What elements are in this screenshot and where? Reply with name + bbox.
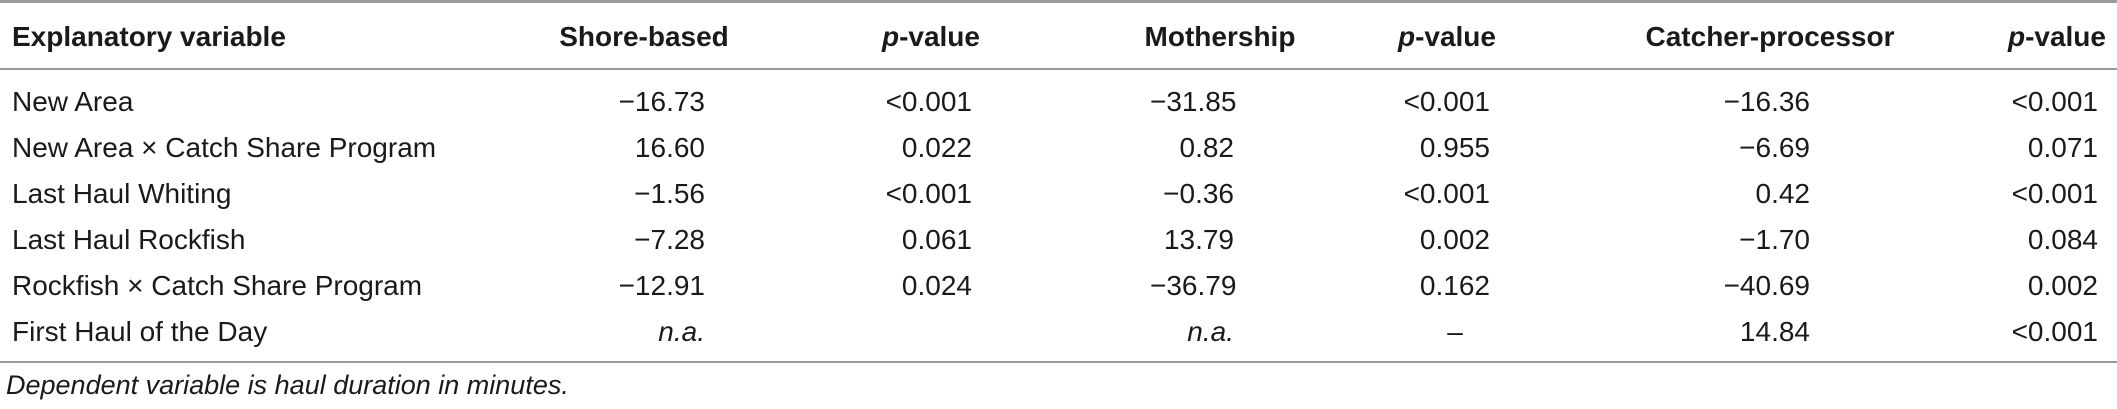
header-p-value-shore: p-value bbox=[881, 21, 980, 52]
header-explanatory-variable: Explanatory variable bbox=[12, 21, 286, 52]
catcher-p-value: 0.002 bbox=[2027, 270, 2098, 301]
shore-value: n.a. bbox=[658, 316, 705, 347]
mothership-value: −36.79 bbox=[1150, 270, 1237, 301]
catcher-p-value: <0.001 bbox=[2011, 178, 2098, 209]
mothership-value: n.a. bbox=[1187, 316, 1234, 347]
table-row: New Area × Catch Share Program 16.60 0.0… bbox=[0, 125, 2117, 171]
row-label: New Area bbox=[12, 86, 134, 117]
shore-p-value: 0.022 bbox=[901, 132, 972, 163]
header-mothership: Mothership bbox=[1144, 21, 1296, 52]
mothership-value: −0.36 bbox=[1163, 178, 1234, 209]
catcher-value: −1.70 bbox=[1739, 224, 1810, 255]
row-label: Rockfish × Catch Share Program bbox=[12, 270, 423, 301]
catcher-p-value: 0.071 bbox=[2027, 132, 2098, 163]
mothership-value: −31.85 bbox=[1150, 86, 1237, 117]
catcher-value: 0.42 bbox=[1755, 178, 1811, 209]
mothership-p-value: <0.001 bbox=[1403, 86, 1490, 117]
catcher-value: 14.84 bbox=[1739, 316, 1810, 347]
catcher-p-value: 0.084 bbox=[2027, 224, 2098, 255]
header-rule bbox=[0, 68, 2117, 70]
catcher-p-value: <0.001 bbox=[2011, 86, 2098, 117]
header-p-value-catcher: p-value bbox=[2007, 21, 2106, 52]
catcher-p-value: <0.001 bbox=[2011, 316, 2098, 347]
table-row: Rockfish × Catch Share Program −12.91 0.… bbox=[0, 263, 2117, 309]
shore-value: −16.73 bbox=[618, 86, 705, 117]
bottom-rule bbox=[0, 361, 2117, 363]
header-catcher-processor: Catcher-processor bbox=[1645, 21, 1895, 52]
top-rule bbox=[0, 0, 2117, 3]
shore-p-value: <0.001 bbox=[885, 178, 972, 209]
header-p-value-mothership: p-value bbox=[1397, 21, 1496, 52]
table-footnote: Dependent variable is haul duration in m… bbox=[6, 370, 569, 400]
header-shore-based: Shore-based bbox=[559, 21, 729, 52]
shore-p-value: <0.001 bbox=[885, 86, 972, 117]
mothership-p-value: 0.955 bbox=[1419, 132, 1490, 163]
table-row: First Haul of the Day n.a. n.a. – 14.84 … bbox=[0, 309, 2117, 355]
catcher-value: −6.69 bbox=[1739, 132, 1810, 163]
row-label: First Haul of the Day bbox=[12, 316, 268, 347]
mothership-p-value: 0.002 bbox=[1419, 224, 1490, 255]
shore-value: −1.56 bbox=[634, 178, 705, 209]
shore-value: −7.28 bbox=[634, 224, 705, 255]
row-label: Last Haul Rockfish bbox=[12, 224, 246, 255]
mothership-p-value: 0.162 bbox=[1419, 270, 1490, 301]
shore-value: −12.91 bbox=[618, 270, 705, 301]
mothership-value: 0.82 bbox=[1179, 132, 1235, 163]
row-label: Last Haul Whiting bbox=[12, 178, 232, 209]
mothership-value: 13.79 bbox=[1163, 224, 1234, 255]
shore-p-value: 0.024 bbox=[901, 270, 972, 301]
shore-p-value: 0.061 bbox=[901, 224, 972, 255]
table-row: Last Haul Rockfish −7.28 0.061 13.79 0.0… bbox=[0, 217, 2117, 263]
table-row: New Area −16.73 <0.001 −31.85 <0.001 −16… bbox=[0, 79, 2117, 125]
mothership-p-value: <0.001 bbox=[1403, 178, 1490, 209]
table-header-row: Explanatory variable Shore-based p-value… bbox=[0, 14, 2117, 60]
row-label: New Area × Catch Share Program bbox=[12, 132, 437, 163]
mothership-p-value: – bbox=[1447, 316, 1463, 347]
shore-value: 16.60 bbox=[634, 132, 705, 163]
table-row: Last Haul Whiting −1.56 <0.001 −0.36 <0.… bbox=[0, 171, 2117, 217]
catcher-value: −16.36 bbox=[1723, 86, 1810, 117]
catcher-value: −40.69 bbox=[1723, 270, 1810, 301]
